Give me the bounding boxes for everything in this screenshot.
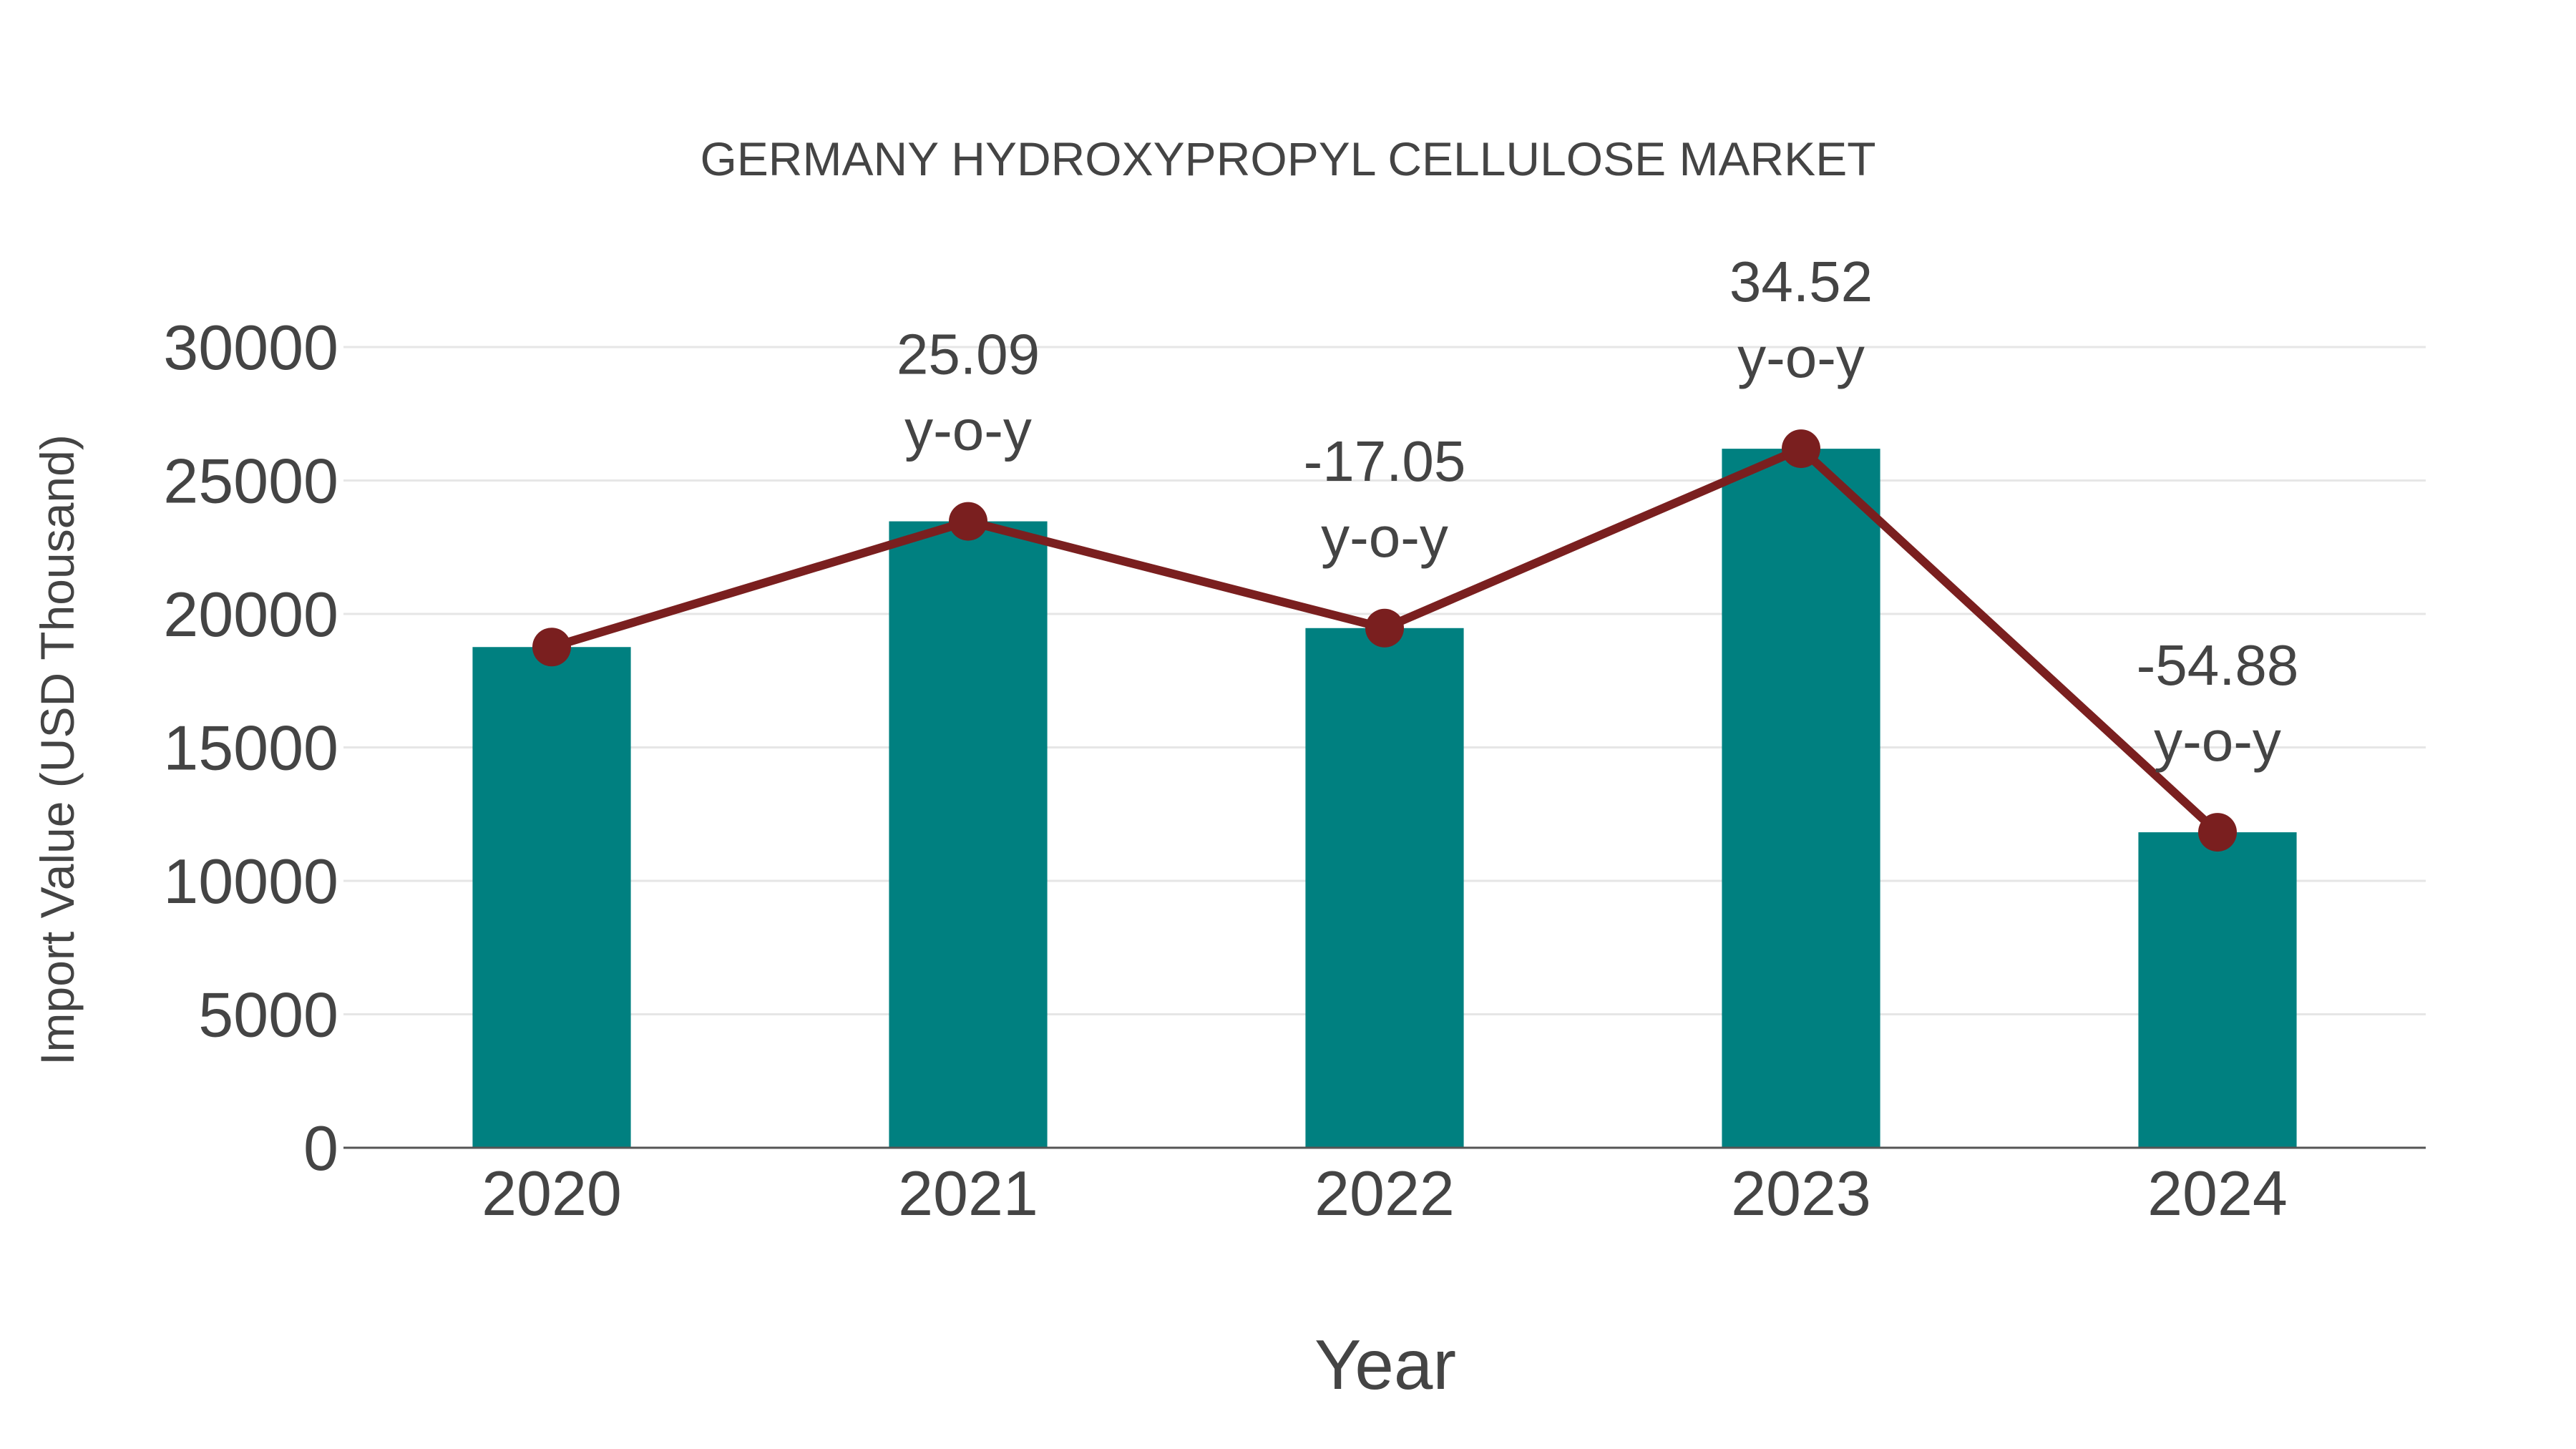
x-tick-label: 2023 — [1731, 1158, 1871, 1229]
yoy-label-2023: y-o-y — [1737, 326, 1865, 389]
x-axis-title: Year — [1314, 1325, 1456, 1404]
bar-2024 — [2138, 832, 2297, 1148]
trend-marker-2021 — [949, 502, 987, 541]
yoy-label-2022: y-o-y — [1321, 505, 1448, 569]
yoy-annotations: 25.09 y-o-y -17.05 y-o-y 34.52 y-o-y -54.88 y-o… — [897, 250, 2299, 773]
y-tick-label: 25000 — [163, 446, 338, 517]
line-series — [532, 429, 2237, 852]
trend-marker-2024 — [2198, 813, 2237, 852]
x-tick-label: 2021 — [898, 1158, 1038, 1229]
x-axis-ticks: 2020 2021 2022 2023 2024 — [482, 1158, 2288, 1229]
y-tick-label: 15000 — [163, 713, 338, 784]
trend-marker-2022 — [1365, 608, 1404, 648]
x-tick-label: 2022 — [1314, 1158, 1455, 1229]
trend-marker-2023 — [1782, 429, 1820, 469]
bar-2020 — [472, 647, 631, 1148]
y-tick-label: 10000 — [163, 846, 338, 917]
x-tick-label: 2020 — [482, 1158, 622, 1229]
yoy-label-2024: y-o-y — [2154, 709, 2281, 773]
yoy-label-2021: y-o-y — [904, 399, 1032, 462]
yoy-value-2021: 25.09 — [897, 323, 1040, 386]
chart-title: GERMANY HYDROXYPROPYL CELLULOSE MARKET — [700, 132, 1875, 185]
yoy-value-2022: -17.05 — [1304, 429, 1466, 493]
yoy-value-2023: 34.52 — [1729, 250, 1873, 313]
yoy-value-2024: -54.88 — [2137, 633, 2299, 697]
y-tick-label: 30000 — [163, 312, 338, 383]
x-tick-label: 2024 — [2147, 1158, 2288, 1229]
bar-2022 — [1305, 628, 1464, 1148]
bar-2021 — [889, 521, 1048, 1148]
bar-2023 — [1722, 449, 1880, 1148]
trend-marker-2020 — [532, 628, 571, 667]
y-axis-ticks: 0 5000 10000 15000 20000 25000 30000 — [163, 312, 338, 1184]
y-tick-label: 20000 — [163, 579, 338, 650]
bar-series — [472, 449, 2297, 1148]
y-tick-label: 5000 — [198, 980, 338, 1050]
y-axis-title: Import Value (USD Thousand) — [31, 434, 84, 1065]
y-tick-label: 0 — [303, 1113, 338, 1184]
